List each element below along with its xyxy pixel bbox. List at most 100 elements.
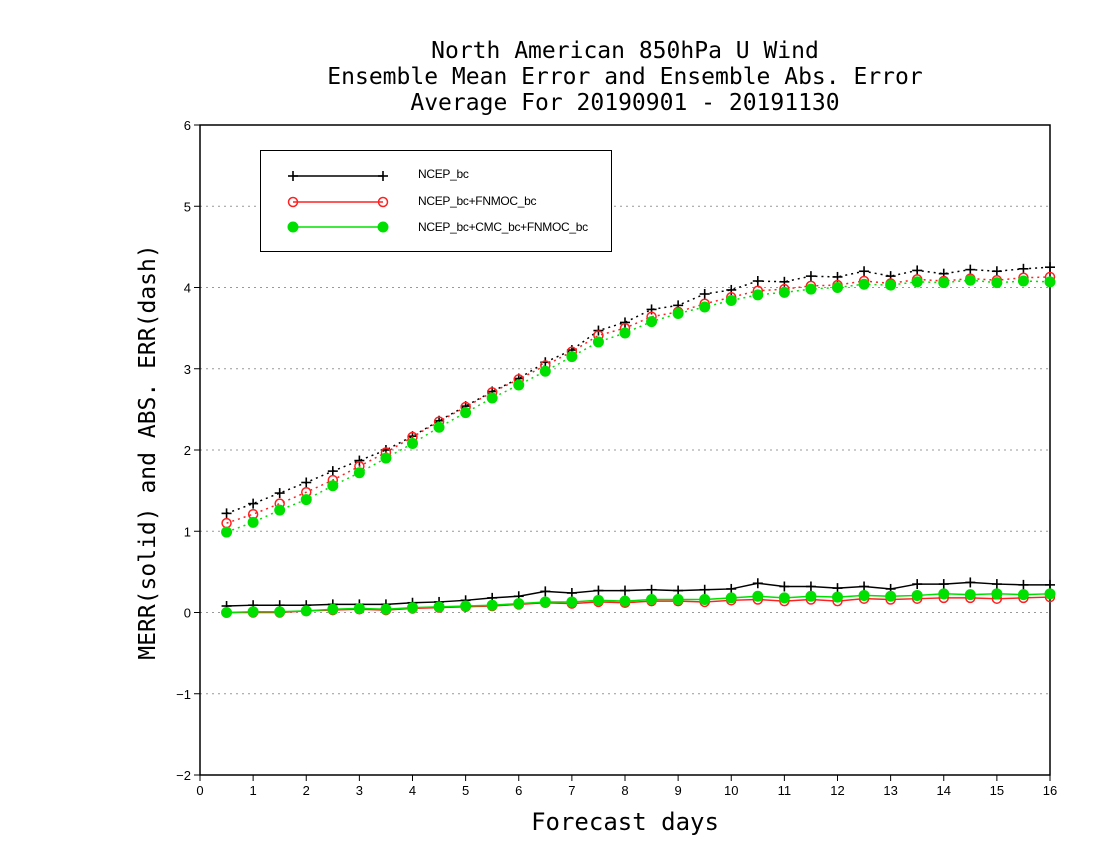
abs-err-point xyxy=(778,286,790,298)
y-tick-label: −1 xyxy=(176,687,191,702)
abs-err-point xyxy=(1045,262,1055,273)
abs-err-point xyxy=(964,274,976,286)
abs-err-point xyxy=(991,277,1003,289)
y-tick-label: 5 xyxy=(184,199,191,214)
merr-point xyxy=(300,605,312,617)
abs-err-point xyxy=(247,516,259,528)
abs-err-point xyxy=(858,278,870,290)
merr-point xyxy=(805,581,816,592)
merr-point xyxy=(965,577,976,588)
merr-point xyxy=(911,589,923,601)
merr-point xyxy=(805,590,817,602)
y-tick-label: 3 xyxy=(184,362,191,377)
chart-title-line-2: Ensemble Mean Error and Ensemble Abs. Er… xyxy=(327,64,923,90)
abs-err-point xyxy=(539,365,551,377)
merr-point xyxy=(885,590,897,602)
abs-err-point xyxy=(859,266,870,277)
merr-point xyxy=(938,588,950,600)
x-tick-label: 4 xyxy=(409,783,416,798)
x-tick-label: 1 xyxy=(250,783,257,798)
abs-err-line xyxy=(226,279,1051,533)
abs-err-point xyxy=(672,308,684,319)
legend-label-ncep-bc: NCEP_bc xyxy=(418,167,469,181)
merr-point xyxy=(752,578,763,589)
merr-point xyxy=(991,588,1003,600)
legend-label-ncep-fnmoc: NCEP_bc+FNMOC_bc xyxy=(418,194,537,208)
abs-err-point xyxy=(486,392,498,404)
abs-err-point xyxy=(274,488,285,499)
abs-err-point xyxy=(805,271,816,282)
chart-title-line-1: North American 850hPa U Wind xyxy=(431,38,819,64)
merr-point xyxy=(991,579,1002,590)
merr-point xyxy=(699,584,710,595)
abs-err-point xyxy=(619,327,631,339)
abs-err-point xyxy=(725,295,737,306)
abs-err-point xyxy=(1044,276,1056,288)
abs-err-point xyxy=(699,289,710,299)
abs-err-point xyxy=(1017,275,1029,287)
merr-point xyxy=(672,594,684,605)
merr-point xyxy=(964,589,976,601)
merr-point xyxy=(327,603,339,615)
abs-err-point xyxy=(938,277,950,289)
x-tick-label: 2 xyxy=(303,783,310,798)
x-tick-label: 9 xyxy=(675,783,682,798)
merr-point xyxy=(460,600,472,612)
abs-err-point xyxy=(221,526,233,538)
abs-err-point xyxy=(407,438,418,449)
abs-err-point xyxy=(327,466,338,477)
merr-point xyxy=(486,599,498,611)
merr-point xyxy=(353,602,365,614)
merr-point xyxy=(433,601,445,613)
merr-point xyxy=(619,595,631,607)
abs-err-line xyxy=(226,266,1051,515)
merr-point xyxy=(274,606,286,618)
merr-point xyxy=(673,585,684,596)
y-tick-label: 6 xyxy=(184,118,191,133)
merr-point xyxy=(912,579,923,590)
series-0 xyxy=(221,262,1055,611)
x-tick-label: 10 xyxy=(724,783,738,798)
abs-err-point xyxy=(327,480,339,492)
abs-err-point xyxy=(301,477,312,488)
abs-err-point xyxy=(353,467,365,479)
abs-err-point xyxy=(620,317,630,328)
grid-lines xyxy=(200,205,1050,695)
x-tick-label: 15 xyxy=(990,783,1004,798)
abs-err-point xyxy=(752,289,764,301)
series-2 xyxy=(221,274,1056,618)
y-tick-label: 1 xyxy=(184,524,191,539)
x-axis-label: Forecast days xyxy=(531,808,719,836)
merr-point xyxy=(593,585,604,596)
y-tick-label: 0 xyxy=(184,606,191,621)
abs-err-point xyxy=(912,265,923,276)
merr-point xyxy=(221,607,233,618)
x-tick-label: 11 xyxy=(778,783,792,798)
merr-point xyxy=(832,591,843,603)
merr-point xyxy=(566,596,578,608)
x-tick-label: 3 xyxy=(356,783,363,798)
merr-point xyxy=(592,594,604,606)
merr-point xyxy=(646,584,657,595)
merr-point xyxy=(380,603,392,615)
legend-label-ncep-cmc-fnmoc: NCEP_bc+CMC_bc+FNMOC_bc xyxy=(418,220,588,234)
abs-err-point xyxy=(460,407,472,419)
abs-err-point xyxy=(911,276,923,288)
abs-err-point xyxy=(566,351,578,363)
abs-err-point xyxy=(513,379,525,391)
merr-point xyxy=(540,586,551,597)
abs-err-point xyxy=(752,276,763,286)
merr-point xyxy=(859,581,870,592)
merr-point xyxy=(513,598,525,610)
series-1 xyxy=(221,271,1056,618)
abs-err-point xyxy=(646,316,658,328)
abs-err-point xyxy=(274,504,286,516)
merr-point xyxy=(620,585,630,596)
merr-point xyxy=(1018,579,1029,590)
x-tick-label: 5 xyxy=(462,783,469,798)
legend xyxy=(260,150,612,252)
merr-point xyxy=(832,583,843,594)
abs-err-point xyxy=(965,264,976,275)
